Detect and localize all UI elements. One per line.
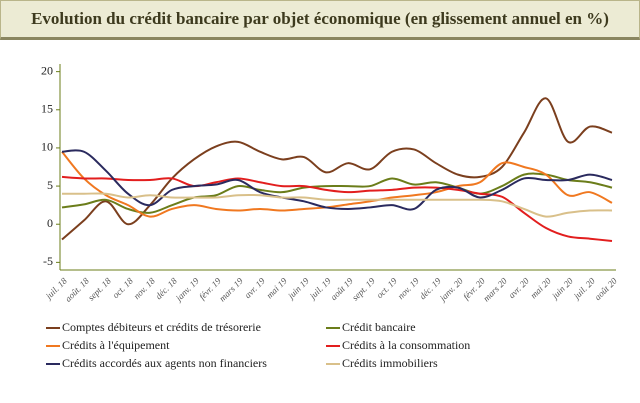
- legend-label: Comptes débiteurs et crédits de trésorer…: [62, 320, 261, 334]
- x-tick-label: août 20: [593, 275, 620, 302]
- y-tick-label: 20: [41, 63, 53, 77]
- x-tick-label: mars 19: [217, 275, 245, 303]
- x-tick-label: mars 20: [481, 275, 509, 303]
- legend-label: Crédits à l'équipement: [62, 338, 170, 352]
- x-tick-label: mai 19: [264, 275, 289, 300]
- x-tick-label: nov. 19: [396, 275, 422, 301]
- legend-label: Crédits immobiliers: [342, 356, 438, 370]
- y-tick-label: 15: [41, 102, 53, 116]
- series-line: [61, 192, 613, 218]
- x-tick-label: sept. 18: [86, 275, 113, 302]
- series-line: [61, 149, 613, 211]
- x-tick-label: oct. 18: [110, 275, 135, 300]
- legend-label: Crédit bancaire: [342, 320, 416, 334]
- x-tick-label: avr. 19: [242, 275, 267, 300]
- y-tick-label: 10: [41, 140, 53, 154]
- x-tick-label: avr. 20: [506, 275, 531, 300]
- x-tick-label: juin 19: [285, 275, 311, 301]
- series-line: [61, 172, 613, 214]
- series-line: [61, 151, 613, 218]
- legend-label: Crédits à la consommation: [342, 338, 470, 352]
- y-tick-label: 5: [47, 178, 53, 192]
- series-line: [61, 175, 613, 243]
- x-tick-label: sept. 19: [350, 275, 377, 302]
- x-tick-label: juil. 19: [307, 275, 333, 301]
- x-tick-label: juin 20: [549, 275, 575, 301]
- y-tick-label: -5: [43, 254, 53, 268]
- x-tick-label: nov. 18: [132, 275, 158, 301]
- x-tick-label: janv. 19: [173, 275, 201, 303]
- x-tick-label: oct. 19: [374, 275, 399, 300]
- x-tick-label: janv. 20: [437, 275, 465, 303]
- series-line: [61, 97, 613, 241]
- x-tick-label: juil. 20: [571, 275, 597, 301]
- chart-title: Evolution du crédit bancaire par objet é…: [0, 0, 640, 40]
- y-tick-label: 0: [47, 216, 53, 230]
- x-tick-label: août. 18: [63, 275, 91, 303]
- legend-label: Crédits accordés aux agents non financie…: [62, 356, 267, 370]
- x-tick-label: mai 20: [528, 275, 553, 300]
